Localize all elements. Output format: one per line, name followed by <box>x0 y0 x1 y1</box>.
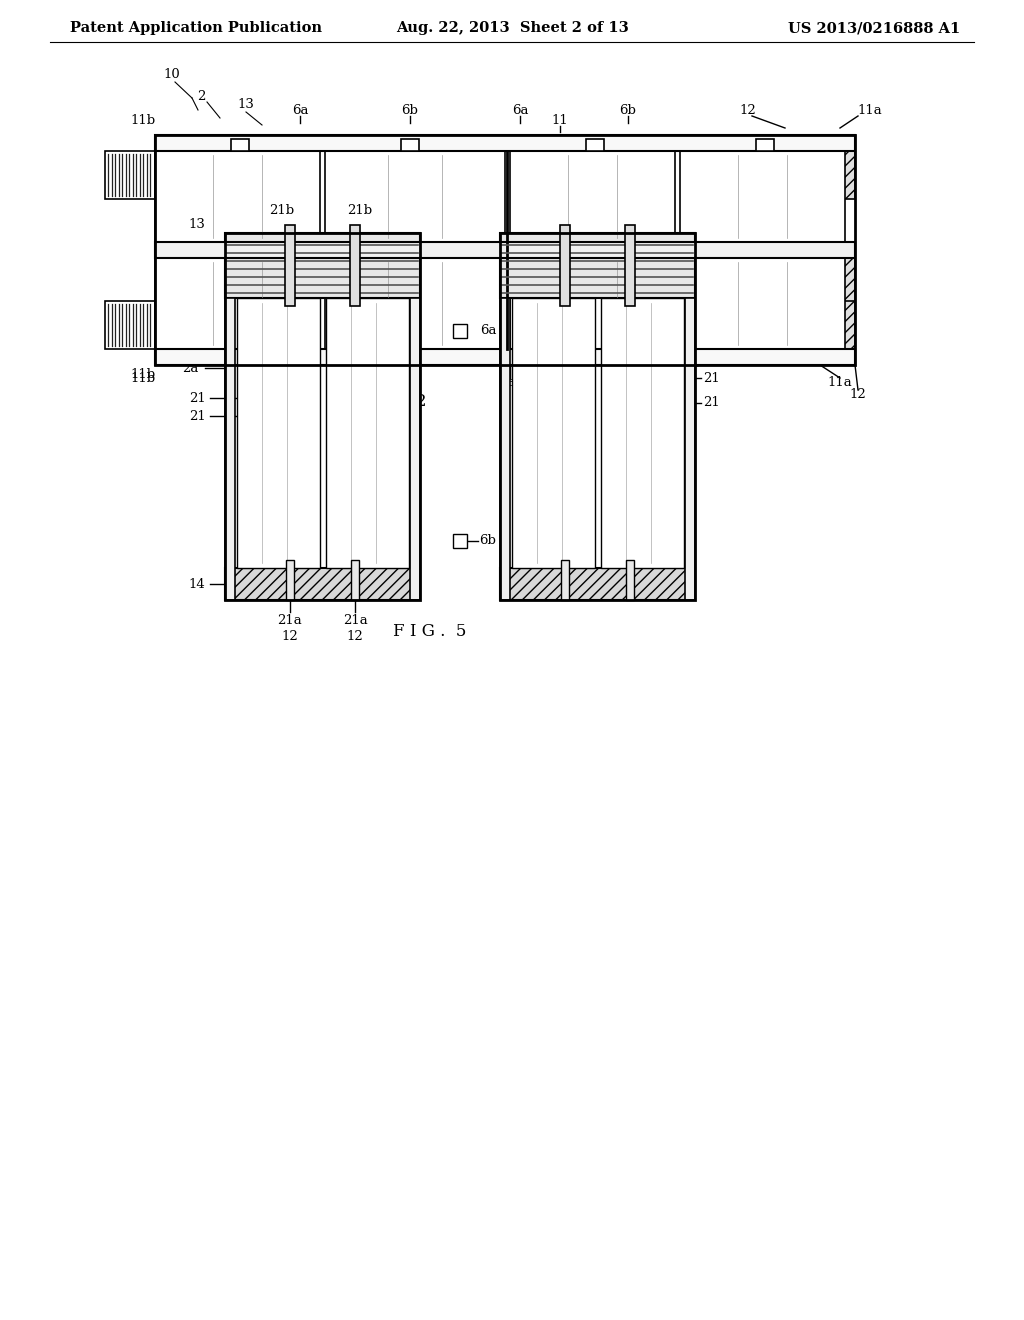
Text: 12: 12 <box>282 630 298 643</box>
Text: Patent Application Publication: Patent Application Publication <box>70 21 322 36</box>
Bar <box>560 224 570 306</box>
Bar <box>805 150 855 199</box>
Text: 2a: 2a <box>182 362 199 375</box>
Bar <box>225 298 234 601</box>
Text: 13: 13 <box>188 219 206 231</box>
Text: F I G .  5: F I G . 5 <box>393 623 467 640</box>
Bar <box>500 568 695 601</box>
Text: 14: 14 <box>188 578 206 590</box>
Text: 21: 21 <box>188 409 206 422</box>
Text: US 2013/0216888 A1: US 2013/0216888 A1 <box>787 21 961 36</box>
Bar <box>626 560 634 601</box>
Bar <box>401 139 419 150</box>
Bar <box>155 135 855 366</box>
Bar <box>453 323 467 338</box>
Text: 21a: 21a <box>278 614 302 627</box>
Bar <box>105 301 155 348</box>
Text: 11a: 11a <box>858 103 883 116</box>
Bar <box>510 257 675 348</box>
Bar <box>805 301 855 348</box>
Bar <box>756 139 774 150</box>
Bar <box>805 257 855 306</box>
Text: 12: 12 <box>347 630 364 643</box>
Bar <box>680 150 845 242</box>
Text: 21: 21 <box>703 371 720 384</box>
Text: 2a₁: 2a₁ <box>499 376 521 389</box>
Bar <box>155 257 319 348</box>
Text: 6a: 6a <box>292 103 308 116</box>
Text: 6b: 6b <box>620 103 637 116</box>
Text: 21b: 21b <box>347 205 373 218</box>
Text: 6b: 6b <box>401 103 419 116</box>
Text: 11: 11 <box>552 114 568 127</box>
Text: 11: 11 <box>656 376 674 389</box>
Text: 2a₂: 2a₂ <box>299 376 321 389</box>
Bar <box>325 257 505 348</box>
Text: 21a: 21a <box>343 614 368 627</box>
Bar <box>510 150 675 242</box>
Bar <box>453 535 467 548</box>
Bar <box>680 257 845 348</box>
Text: F I G .  2: F I G . 2 <box>353 393 427 411</box>
Bar <box>512 298 595 568</box>
Bar <box>500 234 695 601</box>
Text: 6a: 6a <box>512 103 528 116</box>
Bar <box>685 298 695 601</box>
Bar <box>225 234 420 601</box>
Bar <box>586 139 604 150</box>
Bar <box>237 298 319 568</box>
Bar <box>351 560 359 601</box>
Bar <box>326 298 409 568</box>
Text: 11b: 11b <box>130 114 155 127</box>
Text: 6a: 6a <box>480 325 497 338</box>
Bar <box>625 224 635 306</box>
Bar <box>325 150 505 242</box>
Bar <box>155 150 319 242</box>
Text: 12: 12 <box>739 103 757 116</box>
Bar <box>155 135 855 150</box>
Text: 10: 10 <box>163 69 180 82</box>
Bar <box>410 298 420 601</box>
Bar <box>225 568 420 601</box>
Bar <box>350 224 360 306</box>
Bar <box>500 234 695 298</box>
Text: Aug. 22, 2013  Sheet 2 of 13: Aug. 22, 2013 Sheet 2 of 13 <box>395 21 629 36</box>
Bar <box>105 150 155 199</box>
Bar <box>561 560 569 601</box>
Text: 12: 12 <box>850 388 866 401</box>
Bar <box>500 298 510 601</box>
Bar <box>155 348 855 366</box>
Text: 11b: 11b <box>130 372 155 385</box>
Text: 21: 21 <box>188 392 206 404</box>
Text: 11a: 11a <box>827 376 852 389</box>
Text: 21b: 21b <box>269 205 295 218</box>
Text: 13: 13 <box>237 99 254 111</box>
Text: 11b: 11b <box>130 368 155 381</box>
Text: 6b: 6b <box>479 535 497 548</box>
Bar <box>155 242 855 257</box>
Bar <box>286 560 294 601</box>
Text: 2: 2 <box>197 90 206 103</box>
Bar <box>601 298 684 568</box>
Text: 21: 21 <box>703 396 720 409</box>
Bar <box>285 224 295 306</box>
Bar <box>225 234 420 298</box>
Bar <box>231 139 249 150</box>
